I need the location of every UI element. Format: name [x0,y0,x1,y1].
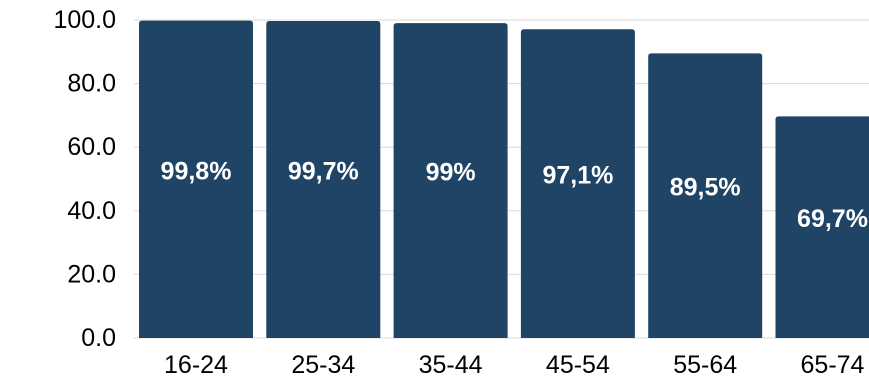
x-axis-ticks: 16-24 25-34 35-44 45-54 55-64 65-74 [164,351,865,379]
y-tick-label: 100.0 [53,6,116,34]
x-tick-label-55-64: 55-64 [673,351,737,379]
bar-16-24 [139,20,253,339]
y-tick-label: 60.0 [67,133,116,161]
x-tick-label-45-54: 45-54 [546,351,610,379]
data-label-16-24: 99,8% [161,157,232,185]
x-tick-label-16-24: 16-24 [164,351,228,379]
x-tick-label-35-44: 35-44 [419,351,483,379]
data-labels: 99,8% 99,7% 99% 97,1% 89,5% 69,7% [161,157,868,233]
bar-45-54 [520,29,635,339]
y-tick-label: 80.0 [67,70,116,98]
bar-35-44 [393,23,508,339]
bar-55-64 [648,53,763,338]
y-tick-label: 40.0 [67,197,116,225]
data-label-35-44: 99% [426,159,476,187]
bar-25-34 [266,20,381,338]
bar-65-74 [775,116,869,338]
x-tick-label-65-74: 65-74 [801,351,865,379]
data-label-65-74: 69,7% [797,205,868,233]
y-tick-label: 20.0 [67,260,116,288]
y-axis-ticks: 0.0 20.0 40.0 60.0 80.0 100.0 [53,6,116,352]
data-label-55-64: 89,5% [670,174,741,202]
data-label-25-34: 99,7% [288,157,359,185]
bars [139,20,869,339]
x-tick-label-25-34: 25-34 [291,351,355,379]
data-label-45-54: 97,1% [542,162,613,190]
y-tick-label: 0.0 [81,324,116,352]
